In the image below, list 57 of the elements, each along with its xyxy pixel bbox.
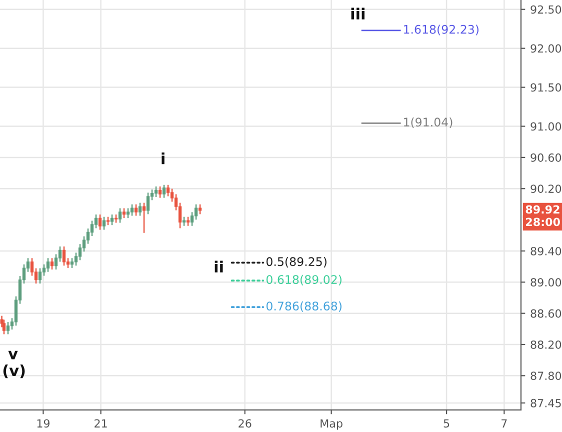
candlestick bbox=[2, 320, 6, 334]
candlestick bbox=[102, 216, 106, 230]
ref-line-label: 1.618(92.23) bbox=[404, 24, 479, 36]
y-tick-label: 88.60 bbox=[530, 309, 562, 318]
y-tick-label: 89.40 bbox=[530, 246, 562, 256]
candlestick bbox=[162, 184, 166, 198]
annotation: iii bbox=[351, 8, 364, 20]
candlestick bbox=[62, 246, 66, 266]
candlestick bbox=[166, 184, 170, 196]
candlestick bbox=[130, 204, 134, 216]
x-tick-label: Мар bbox=[320, 419, 342, 430]
candlestick bbox=[90, 220, 94, 236]
y-tick-label: 87.45 bbox=[530, 398, 561, 408]
annotation: (v) bbox=[3, 364, 25, 378]
annotation: ii bbox=[214, 260, 223, 272]
x-tick-label: 19 bbox=[37, 419, 50, 428]
ref-line-label: 0.618(89.02) bbox=[266, 274, 342, 286]
ref-line-label: 0.786(88.68) bbox=[266, 301, 342, 312]
y-tick-label: 87.80 bbox=[530, 372, 562, 380]
candlestick bbox=[42, 264, 46, 276]
text: 28:00 bbox=[526, 218, 560, 226]
y-tick-label: 88.20 bbox=[530, 340, 562, 349]
y-tick-label: 91.00 bbox=[530, 122, 562, 131]
annotation: i bbox=[162, 152, 164, 164]
candlestick bbox=[190, 212, 194, 226]
candlestick bbox=[118, 208, 122, 223]
candlestick bbox=[6, 322, 10, 334]
candlestick bbox=[194, 204, 198, 220]
candlestick bbox=[94, 214, 98, 228]
candlestick bbox=[134, 204, 138, 216]
candlestick bbox=[110, 214, 114, 226]
y-tick-label: 90.60 bbox=[530, 153, 562, 162]
candlestick bbox=[46, 258, 50, 272]
y-tick-label: 91.50 bbox=[530, 83, 562, 92]
x-tick-label: 26 bbox=[238, 419, 252, 428]
candlestick bbox=[50, 258, 54, 270]
candlestick bbox=[30, 258, 34, 276]
x-tick-label: 21 bbox=[94, 419, 107, 428]
candlestick bbox=[58, 246, 62, 262]
candlestick bbox=[38, 268, 42, 284]
x-tick-label: 5 bbox=[444, 419, 450, 428]
candlestick bbox=[154, 186, 158, 198]
candlestick bbox=[54, 254, 58, 270]
candlestick bbox=[98, 214, 102, 230]
y-tick-label: 92.50 bbox=[530, 5, 562, 14]
x-tick-label: 7 bbox=[502, 419, 507, 428]
candlestick bbox=[142, 202, 146, 233]
annotation: v bbox=[8, 350, 18, 360]
ref-line-label: 1(91.04) bbox=[404, 117, 452, 128]
candlestick bbox=[138, 202, 142, 216]
y-tick-label: 89.00 bbox=[530, 278, 562, 287]
y-tick-label: 92.00 bbox=[530, 44, 562, 53]
candlestick bbox=[146, 192, 150, 214]
y-tick-label: 90.20 bbox=[530, 184, 562, 193]
ref-line-label: 0.5(89.25) bbox=[266, 256, 326, 268]
text: 89.92 bbox=[526, 205, 560, 214]
candlestick bbox=[158, 186, 162, 198]
